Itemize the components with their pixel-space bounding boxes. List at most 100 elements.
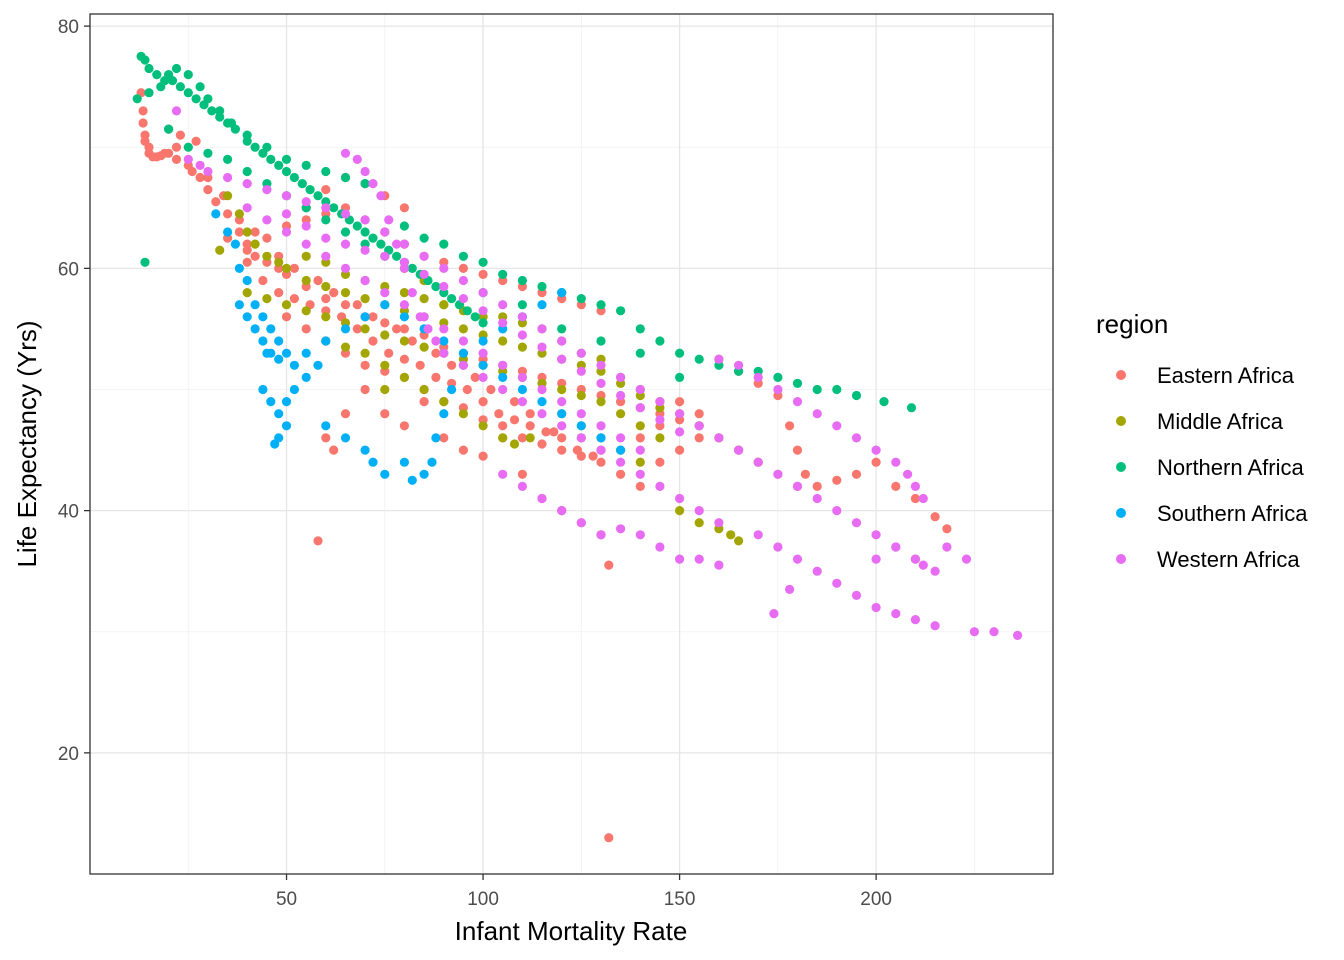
data-point (301, 197, 311, 207)
data-point (675, 506, 685, 516)
data-point (274, 433, 284, 443)
data-point (419, 469, 429, 479)
data-point (321, 203, 331, 213)
data-point (274, 409, 284, 419)
data-point (195, 172, 205, 183)
data-point (313, 360, 323, 370)
data-point (281, 421, 292, 431)
data-point (223, 172, 233, 183)
data-point (274, 336, 284, 346)
data-point (714, 354, 724, 364)
data-point (447, 360, 457, 370)
data-point (498, 433, 508, 443)
data-point (812, 384, 822, 395)
data-point (380, 288, 390, 298)
data-point (537, 409, 547, 419)
data-point (812, 409, 822, 419)
data-point (380, 300, 390, 310)
data-point (183, 154, 193, 164)
data-point (274, 257, 284, 267)
data-point (138, 106, 148, 116)
data-point (439, 336, 449, 346)
data-point (557, 506, 567, 516)
data-point (812, 481, 822, 491)
data-point (360, 227, 370, 237)
data-point (458, 336, 468, 346)
data-point (340, 300, 351, 310)
data-point (458, 348, 468, 358)
data-point (891, 542, 901, 552)
data-point (289, 172, 299, 183)
data-point (175, 82, 185, 92)
data-point (891, 457, 901, 467)
data-point (281, 397, 292, 407)
data-point (792, 445, 803, 455)
data-point (407, 475, 417, 485)
data-point (289, 360, 299, 370)
data-point (242, 130, 252, 140)
data-point (458, 275, 468, 286)
data-point (596, 421, 606, 431)
data-point (753, 372, 763, 382)
data-point (407, 288, 417, 298)
data-point (431, 336, 441, 346)
legend-key (1116, 462, 1126, 472)
data-point (262, 294, 272, 304)
data-point (360, 348, 370, 358)
data-point (498, 360, 508, 370)
data-point (458, 324, 468, 334)
data-point (183, 70, 193, 80)
data-point (211, 197, 221, 207)
data-point (537, 439, 547, 449)
data-point (321, 294, 331, 304)
data-point (439, 324, 449, 334)
data-point (321, 421, 331, 431)
data-point (368, 457, 378, 467)
data-point (399, 312, 409, 322)
data-point (576, 421, 586, 431)
data-point (360, 445, 370, 455)
data-point (557, 354, 567, 364)
data-point (380, 384, 390, 395)
data-point (138, 118, 148, 128)
data-point (498, 269, 508, 279)
data-point (930, 512, 940, 522)
data-point (918, 560, 928, 570)
data-point (462, 306, 472, 316)
data-point (792, 554, 803, 564)
data-point (301, 306, 311, 316)
data-point (368, 312, 378, 322)
data-point (419, 294, 429, 304)
data-point (230, 239, 240, 249)
data-point (281, 154, 292, 164)
data-point (537, 493, 547, 504)
data-point (871, 530, 881, 540)
data-point (549, 427, 559, 437)
data-point (234, 227, 244, 237)
data-point (250, 227, 260, 237)
data-point (360, 324, 370, 334)
data-point (368, 336, 378, 346)
data-point (537, 342, 547, 352)
x-tick-label: 50 (276, 889, 297, 910)
data-point (498, 372, 508, 382)
data-point (321, 166, 331, 177)
data-point (635, 421, 645, 431)
data-point (588, 451, 598, 461)
data-point (851, 469, 862, 479)
data-point (675, 445, 685, 455)
data-point (498, 421, 508, 431)
data-point (242, 257, 252, 267)
data-point (289, 294, 299, 304)
data-point (171, 63, 182, 74)
data-point (262, 142, 272, 152)
data-point (773, 469, 783, 479)
data-point (616, 457, 626, 467)
data-point (399, 257, 409, 267)
data-point (399, 336, 409, 346)
data-point (203, 148, 213, 158)
data-point (458, 263, 468, 273)
data-point (494, 409, 504, 419)
data-point (223, 209, 233, 219)
data-point (340, 324, 351, 334)
